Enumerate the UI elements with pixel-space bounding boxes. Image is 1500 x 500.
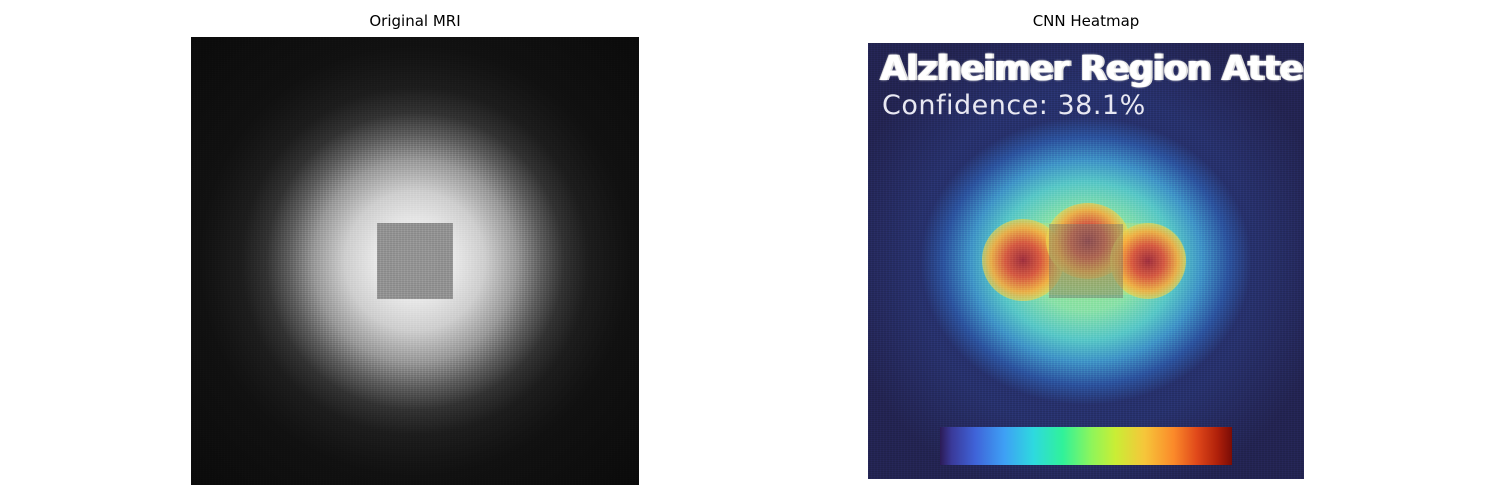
heatmap-square-region — [1049, 224, 1123, 298]
cnn-heatmap-image: Alzheimer Region Atten Confidence: 38.1% — [868, 43, 1304, 479]
heatmap-hotspot-right — [1110, 223, 1186, 299]
cnn-heatmap-title: CNN Heatmap — [1032, 12, 1140, 30]
confidence-label: Confidence: 38.1% — [882, 90, 1146, 121]
mri-square-region — [377, 223, 453, 299]
original-mri-title: Original MRI — [369, 12, 461, 30]
heatmap-overlay-title: Alzheimer Region Atten — [880, 49, 1304, 89]
original-mri-image — [191, 37, 639, 485]
heatmap-colorbar — [940, 427, 1232, 465]
